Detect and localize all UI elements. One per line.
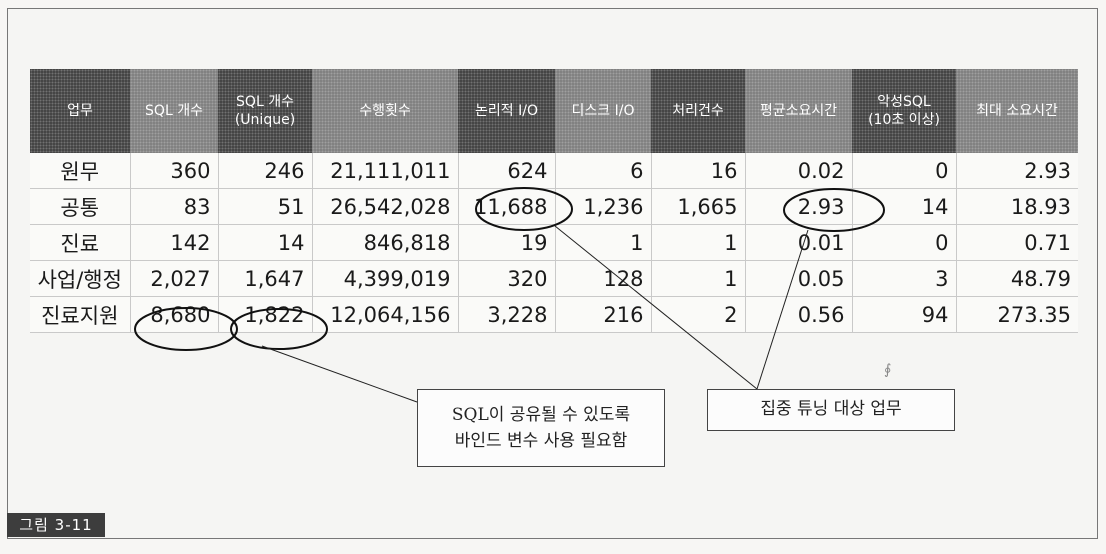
value-cell: 3 — [852, 260, 957, 297]
value-cell: 94 — [852, 296, 957, 333]
value-cell: 26,542,028 — [312, 188, 459, 225]
value-cell: 0.05 — [745, 260, 853, 297]
value-cell: 360 — [130, 153, 219, 189]
value-cell: 3,228 — [458, 296, 556, 333]
value-cell: 216 — [555, 296, 652, 333]
value-cell: 16 — [651, 153, 746, 189]
value-cell: 11,688 — [458, 188, 556, 225]
value-cell: 18.93 — [956, 188, 1078, 225]
value-cell: 142 — [130, 224, 219, 261]
value-cell: 273.35 — [956, 296, 1078, 333]
row-label-cell: 사업/행정 — [30, 260, 131, 297]
value-cell: 1 — [555, 224, 652, 261]
value-cell: 0.56 — [745, 296, 853, 333]
value-cell: 246 — [218, 153, 313, 189]
header-cell: 디스크 I/O — [555, 69, 651, 153]
value-cell: 83 — [130, 188, 219, 225]
value-cell: 19 — [458, 224, 556, 261]
header-cell: 수행횟수 — [312, 69, 458, 153]
value-cell: 48.79 — [956, 260, 1078, 297]
table-row: 진료 142 14 846,818 19 1 1 0.01 0 0.71 — [30, 224, 1078, 261]
value-cell: 0 — [852, 224, 957, 261]
row-label-cell: 공통 — [30, 188, 131, 225]
value-cell: 21,111,011 — [312, 153, 459, 189]
value-cell: 0.02 — [745, 153, 853, 189]
row-label-cell: 진료지원 — [30, 296, 131, 333]
value-cell: 1,822 — [218, 296, 313, 333]
value-cell: 1 — [651, 260, 746, 297]
row-label-cell: 진료 — [30, 224, 131, 261]
note-line: SQL이 공유될 수 있도록 — [451, 405, 631, 425]
table-row: 공통 83 51 26,542,028 11,688 1,236 1,665 2.93 14 18… — [30, 188, 1078, 225]
value-cell: 846,818 — [312, 224, 459, 261]
value-cell: 2.93 — [956, 153, 1078, 189]
binding-note: SQL이 공유될 수 있도록 바인드 변수 사용 필요함 — [417, 389, 665, 467]
value-cell: 0.71 — [956, 224, 1078, 261]
value-cell: 14 — [218, 224, 313, 261]
value-cell: 2 — [651, 296, 746, 333]
header-cell: 최대 소요시간 — [956, 69, 1078, 153]
value-cell: 12,064,156 — [312, 296, 459, 333]
value-cell: 8,680 — [130, 296, 219, 333]
stats-table: 업무 SQL 개수 SQL 개수 (Unique) 수행횟수 논리적 I/O 디스… — [30, 69, 1078, 333]
value-cell: 624 — [458, 153, 556, 189]
value-cell: 0 — [852, 153, 957, 189]
value-cell: 1,665 — [651, 188, 746, 225]
tuning-note: 집중 튜닝 대상 업무 — [707, 389, 955, 431]
header-cell: SQL 개수 — [130, 69, 218, 153]
value-cell: 1 — [651, 224, 746, 261]
table-row: 사업/행정 2,027 1,647 4,399,019 320 128 1 0.05 3 48.7… — [30, 260, 1078, 297]
header-cell: 논리적 I/O — [458, 69, 555, 153]
header-cell: 평균소요시간 — [745, 69, 852, 153]
header-cell: 업무 — [30, 69, 130, 153]
value-cell: 2.93 — [745, 188, 853, 225]
value-cell: 6 — [555, 153, 652, 189]
figure-label: 그림 3-11 — [7, 513, 105, 537]
value-cell: 14 — [852, 188, 957, 225]
value-cell: 51 — [218, 188, 313, 225]
value-cell: 0.01 — [745, 224, 853, 261]
header-cell: 악성SQL (10초 이상) — [852, 69, 956, 153]
scan-mark: ∮ — [884, 362, 892, 378]
header-row: 업무 SQL 개수 SQL 개수 (Unique) 수행횟수 논리적 I/O 디스… — [30, 69, 1078, 153]
row-label-cell: 원무 — [30, 153, 131, 189]
header-cell: 처리건수 — [651, 69, 745, 153]
value-cell: 1,647 — [218, 260, 313, 297]
note-line: 바인드 변수 사용 필요함 — [454, 431, 628, 451]
value-cell: 1,236 — [555, 188, 652, 225]
table-row: 진료지원 8,680 1,822 12,064,156 3,228 216 2 0.56 94 2… — [30, 296, 1078, 333]
value-cell: 320 — [458, 260, 556, 297]
value-cell: 4,399,019 — [312, 260, 459, 297]
value-cell: 128 — [555, 260, 652, 297]
header-cell: SQL 개수 (Unique) — [218, 69, 312, 153]
table-row: 원무 360 246 21,111,011 624 6 16 0.02 0 2.93 — [30, 153, 1078, 189]
value-cell: 2,027 — [130, 260, 219, 297]
